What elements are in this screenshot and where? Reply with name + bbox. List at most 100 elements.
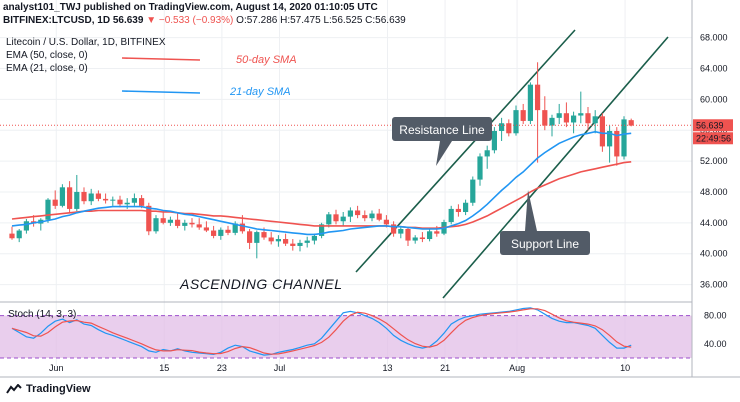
price-tick-label: 48.000	[700, 187, 728, 197]
sma21-label: 21-day SMA	[229, 86, 291, 98]
countdown-text: 22:49:56	[696, 133, 731, 143]
candle-body	[311, 235, 317, 241]
candle-body	[160, 218, 166, 223]
candles	[9, 62, 634, 259]
stoch-label[interactable]: Stoch (14, 3, 3)	[8, 309, 77, 320]
symbol[interactable]: BITFINEX:LTCUSD, 1D	[3, 15, 111, 26]
candle-body	[131, 198, 137, 203]
ema21-line	[11, 130, 632, 236]
candle-body	[275, 239, 281, 242]
legend-title: Litecoin / U.S. Dollar, 1D, BITFINEX	[6, 37, 166, 48]
candle-body	[470, 179, 476, 203]
candle-body	[599, 116, 605, 147]
time-tick-label: 23	[217, 363, 227, 373]
stoch-tick-label: 40.00	[704, 339, 727, 349]
candle-body	[23, 221, 29, 231]
candle-body	[153, 218, 159, 232]
time-tick-label: 15	[159, 363, 169, 373]
axes: 68.00064.00060.00056.00052.00048.00044.0…	[0, 0, 740, 378]
candle-body	[506, 123, 512, 134]
candle-body	[239, 223, 245, 232]
price-tick-label: 52.000	[700, 156, 728, 166]
support-callout-text: Support Line	[511, 237, 579, 251]
candle-body	[571, 115, 577, 123]
candle-body	[232, 223, 238, 233]
candle-body	[52, 199, 58, 206]
candle-body	[196, 224, 202, 228]
grid	[0, 0, 692, 371]
stoch-band	[0, 315, 692, 358]
legend-ema21[interactable]: EMA (21, close, 0)	[6, 63, 88, 74]
candle-body	[247, 231, 253, 243]
ascending-channel-caption: ASCENDING CHANNEL	[179, 276, 343, 292]
sma21-marker	[121, 90, 201, 94]
tradingview-icon	[6, 384, 22, 394]
time-tick-label: Aug	[509, 363, 525, 373]
time-tick-label: Jul	[274, 363, 286, 373]
brand-name: TradingView	[26, 383, 91, 395]
candle-body	[628, 120, 634, 126]
candle-body	[499, 123, 505, 131]
chart-header: analyst101_TWJ published on TradingView.…	[3, 1, 406, 27]
support-callout-pointer	[525, 190, 537, 231]
candle-body	[592, 116, 598, 124]
symbol-line: BITFINEX:LTCUSD, 1D 56.639 ▼ −0.533 (−0.…	[3, 14, 406, 27]
candle-body	[290, 243, 296, 246]
candle-body	[283, 239, 289, 244]
support-callout-box	[500, 231, 590, 255]
candle-body	[340, 216, 346, 222]
candle-body	[347, 210, 353, 217]
candle-body	[146, 205, 152, 232]
time-tick-label: 10	[620, 363, 630, 373]
candle-body	[67, 187, 73, 209]
candle-body	[412, 237, 418, 241]
candle-body	[578, 113, 584, 116]
candle-body	[614, 130, 620, 157]
current-price-text: 56.639	[696, 120, 724, 130]
candle-body	[74, 191, 80, 209]
candle-body	[16, 230, 22, 239]
ema50-line	[11, 161, 632, 229]
candle-body	[355, 210, 361, 216]
ohlc-values: O:57.286 H:57.475 L:56.525 C:56.639	[236, 15, 406, 26]
candle-body	[297, 242, 303, 246]
candle-body	[326, 214, 332, 225]
legend-ema50[interactable]: EMA (50, close, 0)	[6, 50, 88, 61]
candle-body	[484, 150, 490, 157]
candle-body	[218, 229, 224, 236]
candle-body	[520, 110, 526, 121]
candle-body	[455, 208, 461, 213]
candle-body	[398, 228, 404, 234]
candle-body	[491, 130, 497, 151]
price-tick-label: 40.000	[700, 249, 728, 259]
candle-body	[556, 113, 562, 118]
candle-body	[203, 227, 209, 231]
time-tick-label: Jun	[49, 363, 64, 373]
candle-body	[88, 193, 94, 202]
candle-body	[254, 232, 260, 243]
candle-body	[211, 230, 217, 236]
price-tick-label: 60.000	[700, 94, 728, 104]
time-tick-label: 13	[382, 363, 392, 373]
candle-body	[549, 117, 555, 126]
price-tick-label: 68.000	[700, 33, 728, 43]
candle-body	[9, 233, 15, 239]
candle-body	[167, 219, 173, 223]
candle-body	[535, 84, 541, 111]
candle-body	[268, 237, 274, 242]
candle-body	[110, 199, 116, 201]
candle-body	[621, 119, 627, 157]
candle-body	[304, 240, 310, 243]
candle-body	[542, 110, 548, 126]
annotations: 50-day SMA 21-day SMA Resistance Line Suppo…	[121, 54, 590, 292]
candle-body	[95, 193, 101, 199]
resistance-callout-text: Resistance Line	[399, 123, 485, 137]
resistance-callout-box	[392, 117, 492, 141]
candle-body	[81, 191, 87, 202]
time-tick-label: 21	[440, 363, 450, 373]
candle-body	[261, 232, 267, 238]
stoch-tick-label: 80.00	[704, 311, 727, 321]
candle-body	[362, 215, 368, 219]
candle-body	[319, 224, 325, 236]
candle-body	[463, 202, 469, 213]
